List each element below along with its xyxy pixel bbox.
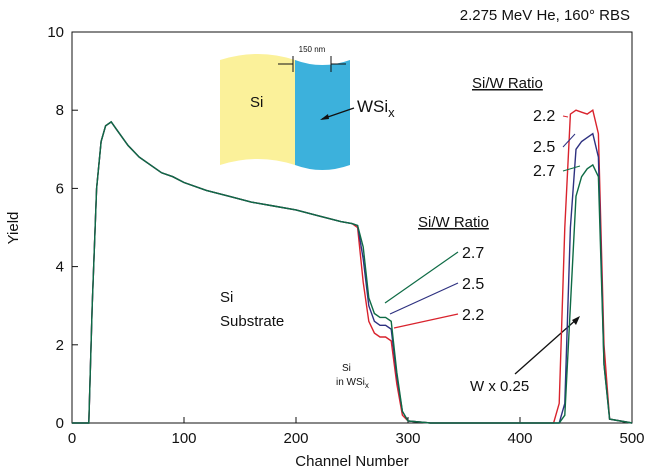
wsi-layer bbox=[295, 60, 350, 170]
x-tick-label: 400 bbox=[507, 430, 532, 447]
plot-frame bbox=[71, 31, 633, 424]
wsi-sub: x bbox=[388, 105, 395, 120]
arrow-head bbox=[320, 114, 329, 120]
y-tick-label: 0 bbox=[56, 415, 64, 432]
legend-label: 2.2 bbox=[533, 108, 555, 125]
x-tick-label: 200 bbox=[283, 430, 308, 447]
si-label: Si bbox=[250, 94, 263, 111]
legend-leader bbox=[562, 133, 576, 148]
y-tick-label: 8 bbox=[56, 102, 64, 119]
si-in-label: in WSix bbox=[336, 377, 369, 390]
legend-leader bbox=[562, 115, 569, 118]
ratio-label: 2.5 bbox=[462, 276, 484, 293]
x-tick-label: 100 bbox=[171, 430, 196, 447]
y-tick-label: 2 bbox=[56, 337, 64, 354]
x-tick-label: 500 bbox=[619, 430, 644, 447]
substrate-label: Substrate bbox=[220, 313, 284, 330]
y-axis-label: Yield bbox=[5, 212, 22, 245]
legend-leader bbox=[562, 165, 581, 172]
si-in-text: in WSi bbox=[336, 377, 365, 388]
x-tick-label: 0 bbox=[68, 430, 76, 447]
substrate-label: Si bbox=[220, 289, 233, 306]
x-axis-label: Channel Number bbox=[295, 453, 408, 470]
series-line bbox=[72, 120, 633, 424]
thickness-label: 150 nm bbox=[299, 45, 326, 54]
ratio-leader bbox=[384, 251, 459, 304]
legend-label: 2.7 bbox=[533, 163, 555, 180]
si-in-label: Si bbox=[342, 363, 351, 374]
y-tick-label: 6 bbox=[56, 180, 64, 197]
wsi-text: WSi bbox=[357, 97, 388, 116]
y-tick-label: 10 bbox=[47, 24, 64, 41]
legend-label: 2.5 bbox=[533, 139, 555, 156]
ratio-heading: Si/W Ratio bbox=[472, 75, 543, 92]
chart-title: 2.275 MeV He, 160° RBS bbox=[460, 7, 630, 24]
ratio-label: 2.2 bbox=[462, 307, 484, 324]
ratio-leader bbox=[389, 282, 459, 315]
wsi-label: WSix bbox=[357, 97, 395, 120]
y-tick-label: 4 bbox=[56, 259, 64, 276]
ratio-leader bbox=[393, 313, 459, 329]
ratio-heading: Si/W Ratio bbox=[418, 214, 489, 231]
si-in-sub: x bbox=[365, 381, 369, 390]
arrow-head bbox=[572, 316, 580, 325]
x-tick-label: 300 bbox=[395, 430, 420, 447]
si-layer bbox=[220, 54, 295, 165]
ratio-label: 2.7 bbox=[462, 245, 484, 262]
w-scale-label: W x 0.25 bbox=[470, 378, 529, 395]
